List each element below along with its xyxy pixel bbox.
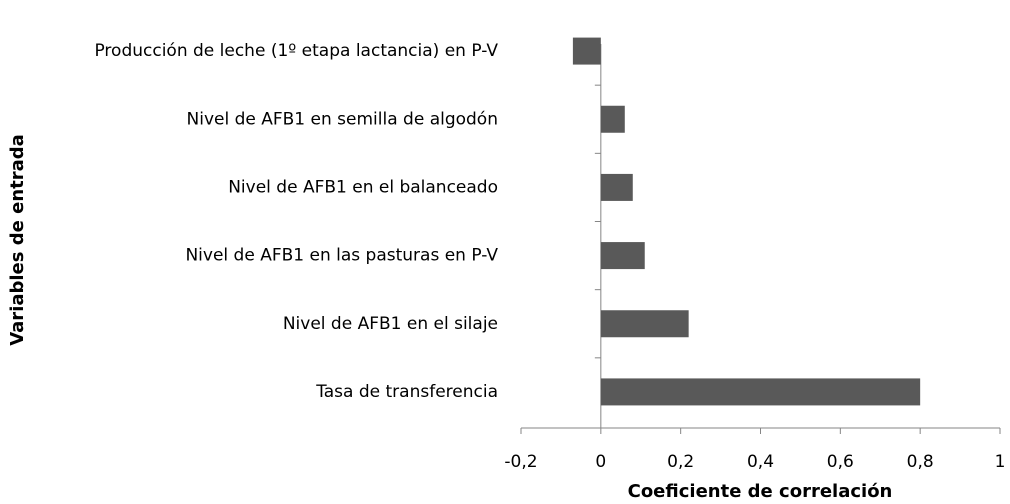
x-tick-label: -0,2 — [504, 452, 537, 472]
bar — [600, 105, 625, 133]
x-tick-label: 0 — [595, 452, 606, 472]
bar — [572, 37, 601, 65]
y-tick-label: Nivel de AFB1 en el silaje — [283, 314, 498, 334]
y-tick-label: Nivel de AFB1 en semilla de algodón — [187, 109, 499, 129]
bar — [600, 242, 645, 270]
bar — [600, 310, 689, 338]
x-tick-label: 0,6 — [827, 452, 854, 472]
y-tick-label: Nivel de AFB1 en el balanceado — [228, 177, 498, 197]
y-tick-label: Tasa de transferencia — [315, 382, 498, 402]
x-tick-label: 1 — [995, 452, 1006, 472]
y-tick-label: Producción de leche (1º etapa lactancia)… — [94, 41, 498, 61]
bar — [600, 378, 921, 406]
x-tick-label: 0,2 — [667, 452, 694, 472]
y-tick-label: Nivel de AFB1 en las pasturas en P-V — [185, 246, 498, 266]
y-axis-title: Variables de entrada — [7, 134, 28, 346]
bar — [600, 173, 633, 201]
x-tick-label: 0,8 — [907, 452, 934, 472]
x-axis-title: Coeficiente de correlación — [628, 481, 893, 502]
x-tick-label: 0,4 — [747, 452, 774, 472]
